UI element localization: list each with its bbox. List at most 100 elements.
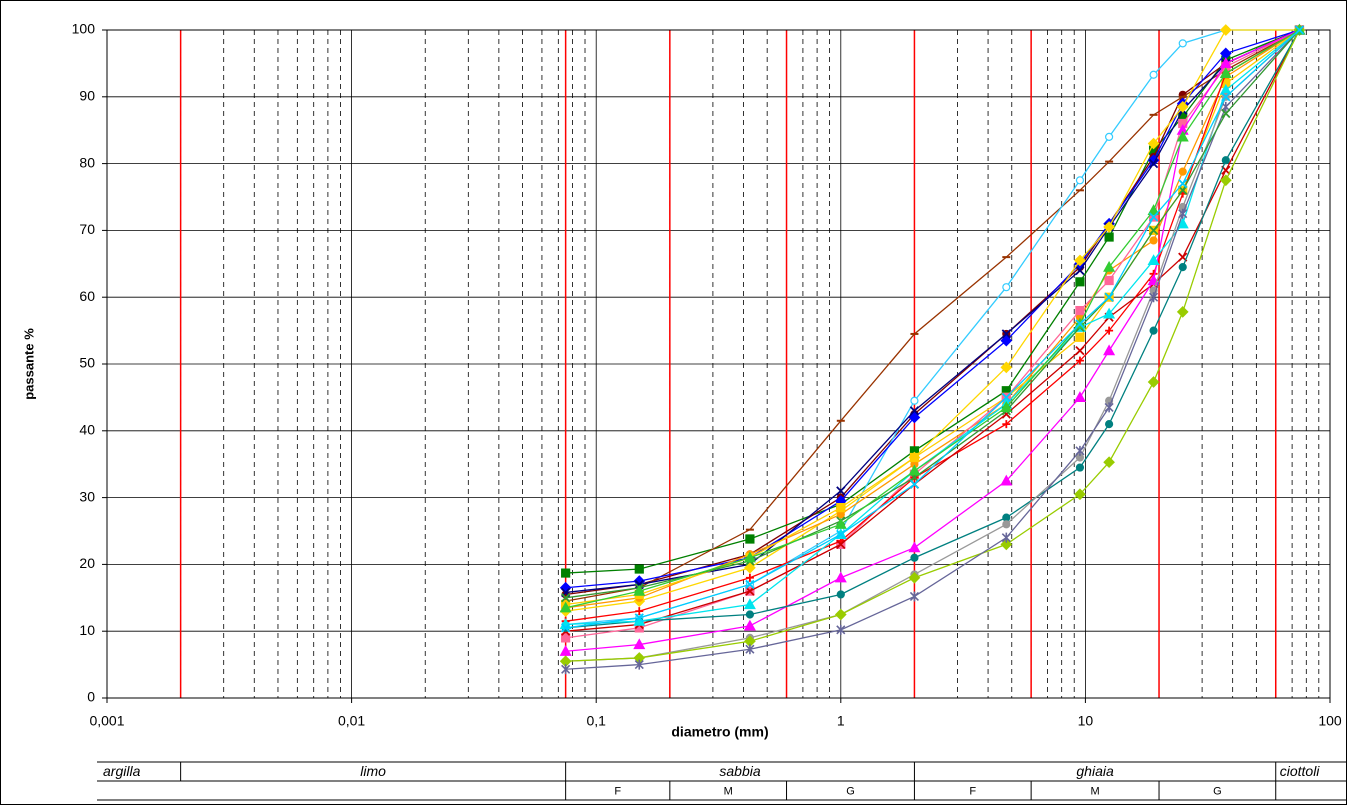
marker bbox=[1221, 156, 1230, 165]
marker bbox=[559, 601, 572, 613]
marker bbox=[1075, 277, 1085, 287]
marker bbox=[745, 644, 755, 655]
marker bbox=[1221, 92, 1231, 102]
marker bbox=[561, 623, 571, 633]
series-line bbox=[565, 29, 1300, 599]
series bbox=[565, 29, 1300, 602]
marker bbox=[1178, 118, 1188, 129]
marker bbox=[561, 633, 571, 643]
series bbox=[565, 29, 1301, 632]
marker bbox=[836, 624, 846, 635]
marker bbox=[1147, 376, 1160, 388]
series bbox=[565, 29, 1301, 629]
y-tick-label: 60 bbox=[79, 288, 95, 304]
marker bbox=[1000, 538, 1013, 551]
series-line bbox=[565, 29, 1300, 629]
marker bbox=[634, 659, 644, 670]
marker bbox=[745, 573, 754, 582]
subclass-label: F bbox=[614, 785, 621, 797]
marker bbox=[1104, 292, 1114, 302]
marker bbox=[1000, 334, 1013, 347]
marker bbox=[1176, 100, 1189, 113]
subclass-label: G bbox=[1213, 785, 1222, 797]
series bbox=[565, 29, 1300, 622]
marker bbox=[1075, 445, 1085, 456]
series bbox=[565, 29, 1300, 574]
series bbox=[565, 29, 1300, 612]
marker bbox=[1105, 132, 1114, 141]
series bbox=[565, 29, 1300, 599]
marker bbox=[1000, 401, 1013, 413]
marker bbox=[1219, 67, 1232, 79]
series bbox=[565, 29, 1301, 662]
marker bbox=[1075, 346, 1085, 356]
marker bbox=[743, 598, 756, 610]
marker bbox=[908, 411, 921, 424]
marker bbox=[1148, 225, 1159, 236]
marker bbox=[1105, 326, 1114, 335]
marker bbox=[1148, 158, 1159, 169]
subclass-label: F bbox=[969, 785, 976, 797]
series bbox=[565, 29, 1300, 662]
marker bbox=[1002, 283, 1011, 292]
marker bbox=[1294, 25, 1305, 35]
marker bbox=[745, 610, 755, 619]
marker bbox=[1002, 520, 1011, 529]
marker bbox=[1103, 307, 1116, 319]
marker bbox=[909, 452, 920, 463]
marker bbox=[745, 586, 755, 596]
y-tick-label: 30 bbox=[79, 488, 95, 504]
series-line bbox=[565, 29, 1300, 662]
marker bbox=[1178, 263, 1187, 272]
marker bbox=[633, 638, 646, 650]
subclass-label: G bbox=[846, 785, 855, 797]
marker bbox=[561, 568, 571, 578]
marker bbox=[1147, 137, 1160, 150]
series bbox=[565, 29, 1300, 629]
plot-frame bbox=[106, 29, 1331, 699]
marker bbox=[745, 579, 755, 590]
series-line bbox=[565, 29, 1300, 574]
marker bbox=[634, 564, 644, 574]
marker bbox=[1075, 453, 1085, 462]
marker bbox=[1176, 306, 1189, 318]
class-label: ciottoli bbox=[1280, 763, 1321, 779]
marker bbox=[909, 591, 919, 602]
marker bbox=[909, 406, 920, 416]
x-tick-label: 10 bbox=[1078, 713, 1094, 729]
marker bbox=[1178, 167, 1187, 176]
series-line bbox=[565, 29, 1300, 670]
marker bbox=[1000, 474, 1013, 486]
marker bbox=[836, 503, 846, 513]
marker bbox=[744, 561, 756, 574]
x-tick-label: 1 bbox=[837, 713, 845, 729]
marker bbox=[1221, 101, 1231, 112]
marker bbox=[743, 619, 756, 631]
series-line bbox=[565, 29, 1301, 662]
marker bbox=[1103, 344, 1116, 356]
y-tick-label: 70 bbox=[79, 221, 95, 237]
marker bbox=[1104, 232, 1114, 242]
marker bbox=[1075, 305, 1085, 316]
marker bbox=[834, 518, 847, 529]
series-line bbox=[565, 29, 1300, 622]
series-line bbox=[565, 29, 1300, 652]
subclass-label: M bbox=[1090, 785, 1099, 797]
y-tick-label: 0 bbox=[87, 689, 95, 705]
marker bbox=[1178, 39, 1187, 48]
marker bbox=[1104, 275, 1114, 286]
subclass-label: M bbox=[724, 785, 733, 797]
marker bbox=[1176, 217, 1189, 229]
marker bbox=[561, 664, 571, 675]
marker bbox=[1075, 463, 1085, 472]
marker bbox=[1000, 361, 1013, 374]
series bbox=[565, 29, 1300, 594]
marker bbox=[908, 464, 921, 476]
marker bbox=[1147, 204, 1160, 215]
class-label: limo bbox=[360, 763, 386, 779]
class-label: ghiaia bbox=[1076, 763, 1114, 779]
marker bbox=[834, 608, 847, 621]
